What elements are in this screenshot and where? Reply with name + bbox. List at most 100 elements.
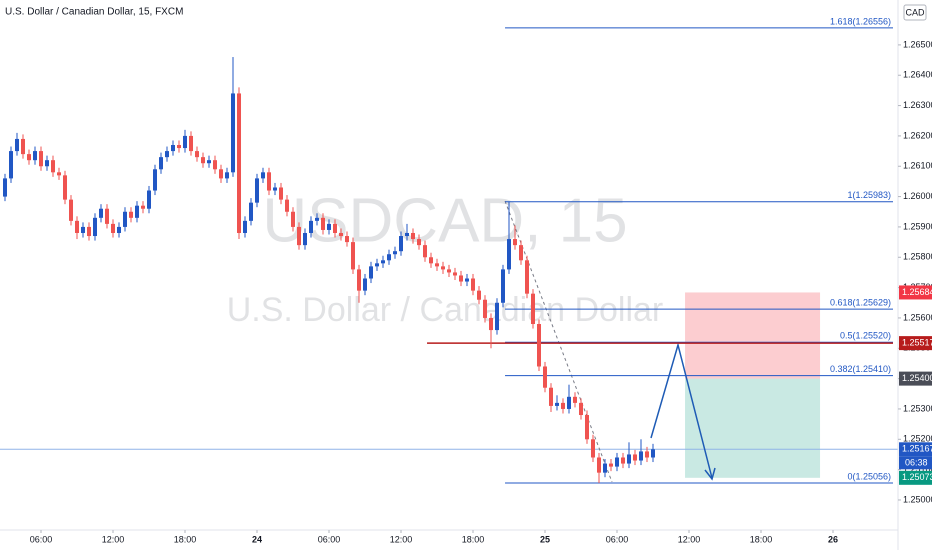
candle-body — [291, 211, 296, 227]
x-tick-label: 18:00 — [174, 534, 197, 544]
candle-body — [333, 223, 338, 233]
candle-body — [237, 93, 242, 233]
candle-body — [339, 232, 344, 237]
target-zone — [685, 378, 821, 478]
candle-body — [626, 454, 631, 464]
candle-body — [524, 260, 529, 294]
candle-body — [554, 402, 559, 406]
candle-body — [243, 220, 248, 233]
candle-body — [195, 151, 200, 158]
candle-body — [285, 199, 290, 212]
y-tick-label: 1.26000 — [903, 191, 932, 201]
last-price-box — [899, 442, 932, 457]
candle-body — [75, 220, 80, 233]
candle-body — [387, 254, 392, 261]
y-tick-label: 1.26100 — [903, 161, 932, 171]
x-tick-label: 12:00 — [390, 534, 413, 544]
candle-body — [584, 415, 589, 440]
forecast-arrow — [650, 342, 713, 479]
y-tick-label: 1.26400 — [903, 70, 932, 80]
candle-body — [27, 154, 32, 161]
candle-body — [482, 299, 487, 318]
candle-body — [201, 157, 206, 164]
candle-body — [572, 396, 577, 403]
candle-body — [470, 278, 475, 291]
candle-body — [357, 269, 362, 291]
x-tick-label: 06:00 — [318, 534, 341, 544]
candle-body — [45, 160, 50, 167]
candle-body — [375, 263, 380, 267]
candle-body — [417, 239, 422, 246]
entry-price-label: 1.25400 — [902, 373, 932, 383]
candle-body — [111, 223, 116, 233]
candle-body — [189, 135, 194, 152]
candle-body — [57, 172, 62, 176]
candle-body — [69, 199, 74, 221]
target-price-box — [899, 470, 932, 485]
candle-body — [231, 93, 236, 173]
candle-body — [267, 172, 272, 191]
x-tick-label: 26 — [828, 534, 838, 544]
candle-body — [602, 463, 607, 473]
candle-body — [506, 239, 511, 270]
candle-body — [297, 226, 302, 246]
candle-body — [219, 169, 224, 179]
candle-body — [429, 257, 434, 264]
y-tick-label: 1.26200 — [903, 130, 932, 140]
candle-body — [303, 232, 308, 246]
countdown-label: 06:38 — [905, 458, 928, 468]
entry-price-box — [899, 371, 932, 386]
candle-body — [63, 175, 68, 200]
countdown-box — [899, 456, 932, 470]
candle-body — [518, 245, 523, 261]
candle-body — [566, 396, 571, 409]
y-tick-label: 1.25800 — [903, 252, 932, 262]
candle-body — [542, 366, 547, 388]
candle-body — [512, 239, 517, 246]
fib-label: 0.618(1.25629) — [830, 298, 891, 308]
candle-body — [177, 145, 182, 149]
level-price-box — [899, 336, 932, 351]
x-tick-label: 18:00 — [462, 534, 485, 544]
y-tick-label: 1.25300 — [903, 403, 932, 413]
candle-body — [183, 135, 188, 149]
candle-body — [159, 157, 164, 170]
candle-body — [464, 278, 469, 282]
x-tick-label: 06:00 — [30, 534, 53, 544]
candle-body — [452, 272, 457, 276]
fib-label: 1(1.25983) — [847, 190, 891, 200]
currency-box[interactable] — [903, 4, 927, 21]
candle-body — [171, 145, 176, 152]
target-price-label: 1.25073 — [902, 472, 932, 482]
y-tick-label: 1.25000 — [903, 494, 932, 504]
candle-body — [608, 463, 613, 467]
fib-label: 0(1.25056) — [847, 471, 891, 481]
candle-body — [135, 205, 140, 218]
candle-body — [381, 260, 386, 264]
candle-body — [614, 457, 619, 467]
candle-body — [441, 266, 446, 270]
candle-body — [213, 160, 218, 170]
candle-body — [435, 263, 440, 267]
candle-body — [458, 275, 463, 282]
candle-body — [165, 151, 170, 158]
candle-body — [81, 226, 86, 233]
candle-body — [93, 217, 98, 237]
fib-label: 0.5(1.25520) — [840, 331, 891, 341]
candle-body — [393, 251, 398, 255]
stop-price-label: 1.25684 — [902, 287, 932, 297]
candle-body — [273, 187, 278, 191]
candle-body — [87, 226, 92, 237]
candle-body — [327, 223, 332, 230]
candle-body — [500, 269, 505, 303]
candle-body — [117, 226, 122, 233]
currency-label: CAD — [905, 7, 925, 17]
arrow-head — [704, 467, 716, 481]
candle-body — [255, 178, 260, 203]
candle-body — [15, 138, 20, 152]
y-tick-label: 1.25900 — [903, 221, 932, 231]
candle-body — [560, 402, 565, 409]
